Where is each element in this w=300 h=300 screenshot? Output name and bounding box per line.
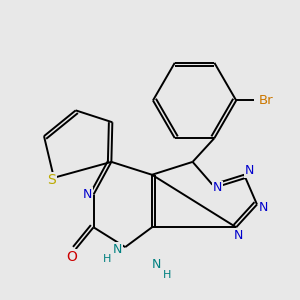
Text: Br: Br bbox=[259, 94, 273, 107]
Text: O: O bbox=[66, 250, 77, 264]
Text: N: N bbox=[83, 188, 92, 201]
Text: N: N bbox=[152, 258, 162, 272]
Text: H: H bbox=[163, 270, 171, 280]
Text: N: N bbox=[244, 164, 254, 177]
Text: N: N bbox=[233, 229, 243, 242]
Text: N: N bbox=[213, 181, 222, 194]
Text: N: N bbox=[112, 243, 122, 256]
Text: N: N bbox=[258, 201, 268, 214]
Text: H: H bbox=[103, 254, 112, 264]
Text: S: S bbox=[47, 173, 56, 187]
